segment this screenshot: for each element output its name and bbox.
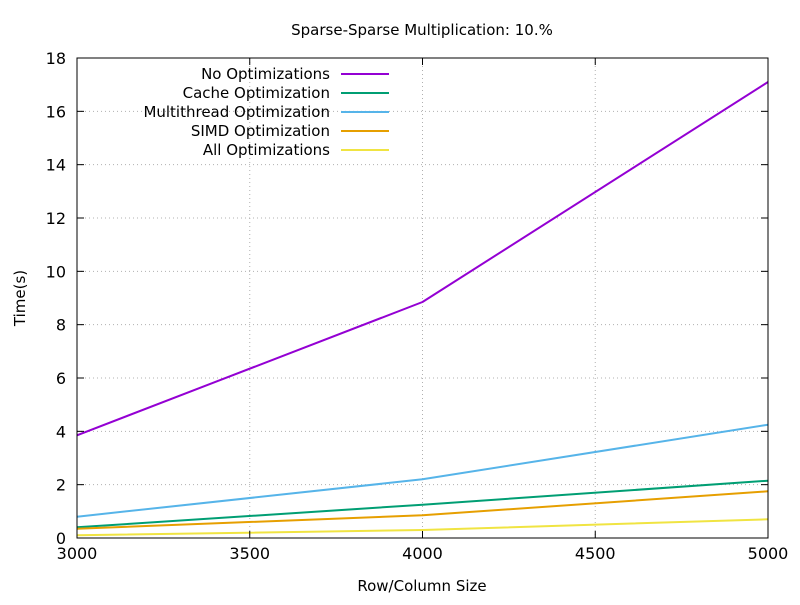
y-tick-label: 12 — [46, 209, 66, 228]
x-tick-label: 3500 — [229, 544, 270, 563]
x-tick-label: 3000 — [57, 544, 98, 563]
y-tick-label: 16 — [46, 102, 66, 121]
series-line-cache-optimization — [76, 479, 769, 529]
series-line-no-optimizations — [76, 81, 769, 437]
y-tick-label: 10 — [46, 262, 66, 281]
y-tick-label: 4 — [56, 422, 66, 441]
y-tick-label: 0 — [56, 529, 66, 548]
y-tick-label: 8 — [56, 316, 66, 335]
chart-title: Sparse-Sparse Multiplication: 10.% — [291, 21, 553, 39]
series-line-multithread-optimization — [76, 423, 769, 518]
x-axis-label: Row/Column Size — [357, 577, 486, 595]
series-lines — [76, 81, 769, 537]
x-tick-label: 5000 — [748, 544, 789, 563]
legend-label-multithread-optimization: Multithread Optimization — [143, 103, 330, 121]
y-tick-label: 2 — [56, 476, 66, 495]
series-line-all-optimizations — [76, 518, 769, 537]
y-axis-label: Time(s) — [11, 270, 29, 327]
legend-label-no-optimizations: No Optimizations — [201, 65, 330, 83]
x-tick-label: 4000 — [402, 544, 443, 563]
series-line-simd-optimization — [76, 490, 769, 530]
axis-ticks: 0 2 4 6 8 10 12 14 16 18 3000 3500 4000 4500 5000 — [46, 49, 789, 563]
y-tick-label: 14 — [46, 156, 66, 175]
y-tick-label: 6 — [56, 369, 66, 388]
grid — [77, 58, 768, 538]
x-tick-label: 4500 — [575, 544, 616, 563]
legend-label-all-optimizations: All Optimizations — [203, 141, 330, 159]
y-tick-label: 18 — [46, 49, 66, 68]
legend-label-cache-optimization: Cache Optimization — [183, 84, 330, 102]
legend-label-simd-optimization: SIMD Optimization — [191, 122, 330, 140]
